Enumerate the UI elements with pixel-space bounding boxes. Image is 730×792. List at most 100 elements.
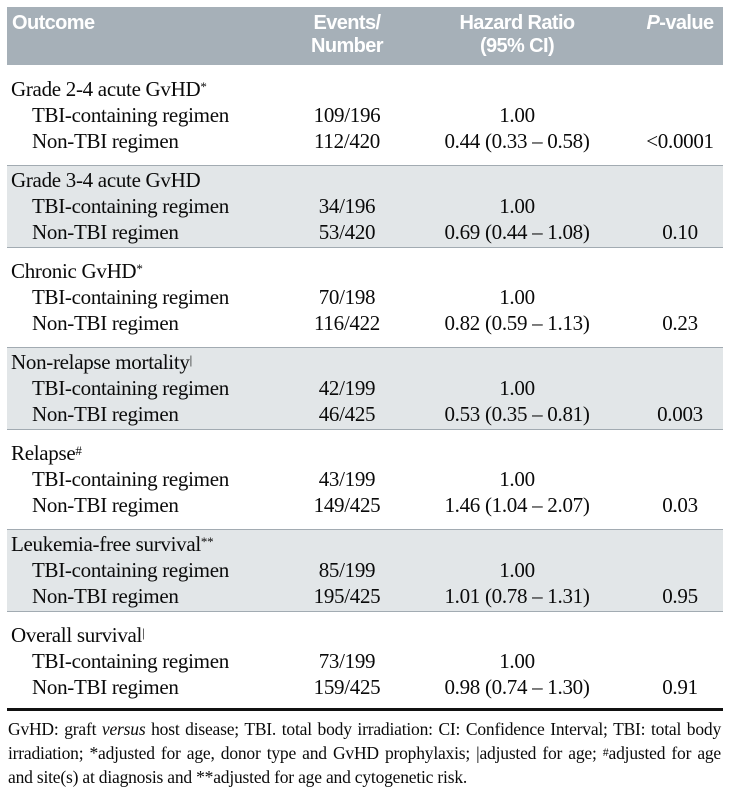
hazard-ratio-cell: 1.00 <box>499 285 535 309</box>
hazard-ratio-cell: 1.46 (1.04 – 2.07) <box>444 493 590 517</box>
p-value-cell <box>637 375 723 401</box>
p-value-cell <box>637 193 723 219</box>
table-row: Non-TBI regimen 116/422 0.82 (0.59 – 1.1… <box>7 310 723 336</box>
footnote-hash-symbol: # <box>602 745 609 759</box>
outcome-group-title: Overall survival| <box>11 623 145 647</box>
table-row: Non-TBI regimen 159/425 0.98 (0.74 – 1.3… <box>7 674 723 700</box>
hazard-ratio-cell: 1.00 <box>499 103 535 127</box>
footnote-text: GvHD: graft <box>8 719 102 739</box>
hazard-ratio-cell: 0.69 (0.44 – 1.08) <box>444 220 590 244</box>
section-overall-survival: Overall survival| TBI-containing regimen… <box>7 621 723 702</box>
regimen-label: Non-TBI regimen <box>32 129 179 153</box>
p-value-cell <box>637 284 723 310</box>
table-row: TBI-containing regimen 43/199 1.00 <box>7 466 723 492</box>
outcome-group-title: Grade 2-4 acute GvHD* <box>11 77 207 101</box>
events-header-line1: Events/ <box>313 12 382 34</box>
events-number-cell: 53/420 <box>318 220 376 244</box>
column-header-outcome: Outcome <box>12 12 95 34</box>
regimen-label: Non-TBI regimen <box>32 493 179 517</box>
table-row: TBI-containing regimen 70/198 1.00 <box>7 284 723 310</box>
p-value-cell: 0.91 <box>662 675 698 699</box>
events-number-cell: 195/425 <box>313 584 381 608</box>
events-number-cell: 34/196 <box>318 194 376 218</box>
section-grade-3-4-acute-gvhd: Grade 3-4 acute GvHD TBI-containing regi… <box>7 165 723 248</box>
section-leukemia-free-survival: Leukemia-free survival** TBI-containing … <box>7 529 723 612</box>
outcome-group-title: Grade 3-4 acute GvHD <box>11 168 201 192</box>
events-header-line2: Number <box>311 35 384 57</box>
regimen-label: TBI-containing regimen <box>32 467 229 491</box>
table-row: TBI-containing regimen 73/199 1.00 <box>7 648 723 674</box>
table-row: TBI-containing regimen 34/196 1.00 <box>7 193 723 219</box>
section-relapse: Relapse# TBI-containing regimen 43/199 1… <box>7 439 723 520</box>
outcome-group-title: Leukemia-free survival** <box>11 532 214 556</box>
footnote-versus-italic: versus <box>101 719 146 739</box>
events-number-cell: 116/422 <box>314 311 380 335</box>
footnote-marker: | <box>142 625 145 640</box>
footnote-marker: * <box>136 261 143 276</box>
footnote-text: adjusted for age and site(s) at diagnosi… <box>8 743 722 787</box>
p-value-cell <box>637 557 723 583</box>
hazard-ratio-cell: 0.98 (0.74 – 1.30) <box>444 675 590 699</box>
table-row: Non-TBI regimen 195/425 1.01 (0.78 – 1.3… <box>7 583 723 609</box>
table-row: Non-TBI regimen 53/420 0.69 (0.44 – 1.08… <box>7 219 723 245</box>
events-number-cell: 85/199 <box>318 558 376 582</box>
outcome-group-title: Chronic GvHD* <box>11 259 143 283</box>
hazard-ratio-cell: 1.00 <box>499 649 535 673</box>
footnote-text: adjusted for age; <box>479 743 603 763</box>
hazard-ratio-cell: 1.00 <box>499 467 535 491</box>
table-row: Non-TBI regimen 112/420 0.44 (0.33 – 0.5… <box>7 128 723 154</box>
events-number-cell: 112/420 <box>314 129 380 153</box>
regimen-label: Non-TBI regimen <box>32 675 179 699</box>
p-value-cell <box>637 466 723 492</box>
events-number-cell: 43/199 <box>318 467 376 491</box>
events-number-cell: 46/425 <box>318 402 376 426</box>
hazard-header-line2: (95% CI) <box>479 35 555 57</box>
footnote-marker: ** <box>200 534 214 549</box>
p-value-cell: 0.10 <box>662 220 698 244</box>
footnote-text: host disease; TBI. total body irradiatio… <box>8 719 721 763</box>
outcome-group-title: Non-relapse mortality| <box>11 350 192 374</box>
p-value-cell: 0.03 <box>662 493 698 517</box>
regimen-label: TBI-containing regimen <box>32 649 229 673</box>
table-row: TBI-containing regimen 85/199 1.00 <box>7 557 723 583</box>
table-row: Non-TBI regimen 46/425 0.53 (0.35 – 0.81… <box>7 401 723 427</box>
hazard-ratio-cell: 1.00 <box>499 194 535 218</box>
regimen-label: Non-TBI regimen <box>32 584 179 608</box>
hazard-ratio-table: Outcome Events/ Number Hazard Ratio (95%… <box>7 7 723 789</box>
events-number-cell: 42/199 <box>318 376 376 400</box>
hazard-ratio-cell: 1.00 <box>499 376 535 400</box>
regimen-label: TBI-containing regimen <box>32 103 229 127</box>
outcome-group-title: Relapse# <box>11 441 82 465</box>
pvalue-rest: -value <box>659 12 714 34</box>
regimen-label: TBI-containing regimen <box>32 376 229 400</box>
column-header-events-number: Events/ Number <box>297 12 397 58</box>
hazard-ratio-cell: 1.00 <box>499 558 535 582</box>
hazard-ratio-cell: 0.53 (0.35 – 0.81) <box>444 402 590 426</box>
p-value-cell: 0.23 <box>662 311 698 335</box>
footnote-marker: # <box>75 443 82 458</box>
hazard-ratio-cell: 0.44 (0.33 – 0.58) <box>444 129 590 153</box>
p-value-cell <box>637 102 723 128</box>
table-footnote: GvHD: graft versus host disease; TBI. to… <box>7 717 723 789</box>
column-header-hazard-ratio: Hazard Ratio (95% CI) <box>397 12 637 58</box>
table-row: TBI-containing regimen 109/196 1.00 <box>7 102 723 128</box>
pvalue-p-italic: P <box>646 12 660 34</box>
regimen-label: Non-TBI regimen <box>32 402 179 426</box>
table-row: Non-TBI regimen 149/425 1.46 (1.04 – 2.0… <box>7 492 723 518</box>
events-number-cell: 149/425 <box>313 493 381 517</box>
p-value-cell: 0.95 <box>662 584 698 608</box>
section-grade-2-4-acute-gvhd: Grade 2-4 acute GvHD* TBI-containing reg… <box>7 75 723 156</box>
p-value-cell: 0.003 <box>657 402 703 426</box>
hazard-ratio-cell: 0.82 (0.59 – 1.13) <box>444 311 590 335</box>
footnote-marker: * <box>200 79 207 94</box>
p-value-cell <box>637 648 723 674</box>
regimen-label: Non-TBI regimen <box>32 311 179 335</box>
regimen-label: Non-TBI regimen <box>32 220 179 244</box>
hazard-header-line1: Hazard Ratio <box>459 12 575 34</box>
column-header-pvalue: P-value <box>637 12 723 35</box>
table-header-row: Outcome Events/ Number Hazard Ratio (95%… <box>7 7 723 65</box>
regimen-label: TBI-containing regimen <box>32 194 229 218</box>
table-bottom-rule <box>7 708 723 711</box>
events-number-cell: 73/199 <box>318 649 376 673</box>
section-non-relapse-mortality: Non-relapse mortality| TBI-containing re… <box>7 347 723 430</box>
